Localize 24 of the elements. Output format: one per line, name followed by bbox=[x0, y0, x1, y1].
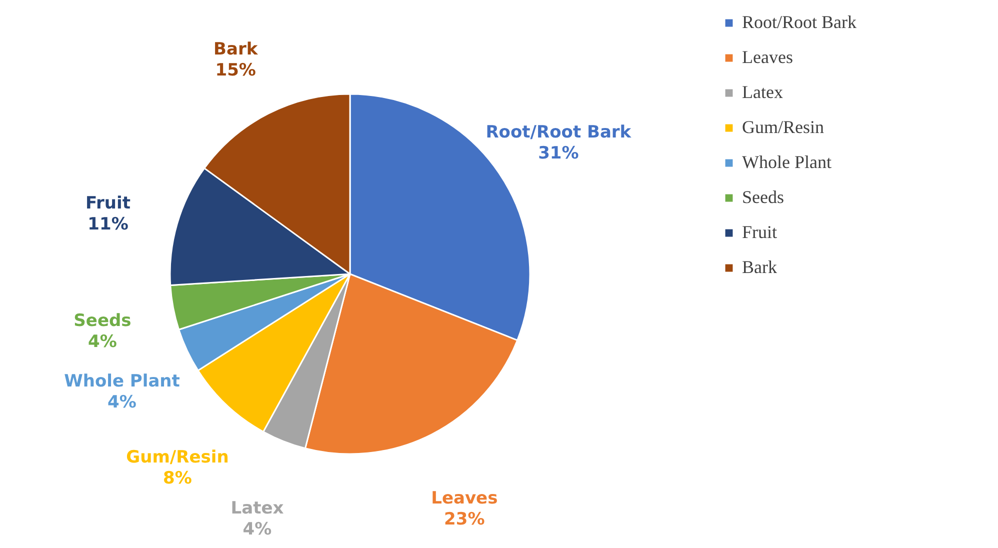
slice-label: Leaves bbox=[431, 488, 498, 509]
legend-label: Seeds bbox=[742, 187, 784, 207]
slice-label: Root/Root Bark bbox=[486, 122, 632, 142]
legend-label: Whole Plant bbox=[742, 152, 832, 172]
data-label: 4% bbox=[88, 332, 117, 352]
legend-label: Latex bbox=[742, 82, 783, 102]
slice-label: Whole Plant bbox=[64, 371, 180, 392]
data-label: 23% bbox=[444, 510, 485, 530]
legend-label: Root/Root Bark bbox=[742, 12, 857, 32]
slice-label: Fruit bbox=[86, 194, 130, 214]
data-label: 31% bbox=[538, 143, 579, 164]
legend-label: Fruit bbox=[742, 222, 778, 242]
legend-label: Bark bbox=[742, 257, 777, 277]
data-label: 8% bbox=[163, 468, 192, 489]
slice-label: Latex bbox=[230, 498, 284, 518]
data-label: 4% bbox=[242, 519, 272, 540]
data-label: 15% bbox=[215, 60, 256, 80]
slice-label: Bark bbox=[214, 39, 258, 60]
data-label: 4% bbox=[108, 392, 136, 412]
data-label: 11% bbox=[88, 214, 128, 235]
slice-label: Gum/Resin bbox=[126, 448, 229, 468]
legend-label: Gum/Resin bbox=[742, 117, 824, 137]
legend-label: Leaves bbox=[742, 47, 793, 67]
slice-label: Seeds bbox=[74, 311, 132, 332]
